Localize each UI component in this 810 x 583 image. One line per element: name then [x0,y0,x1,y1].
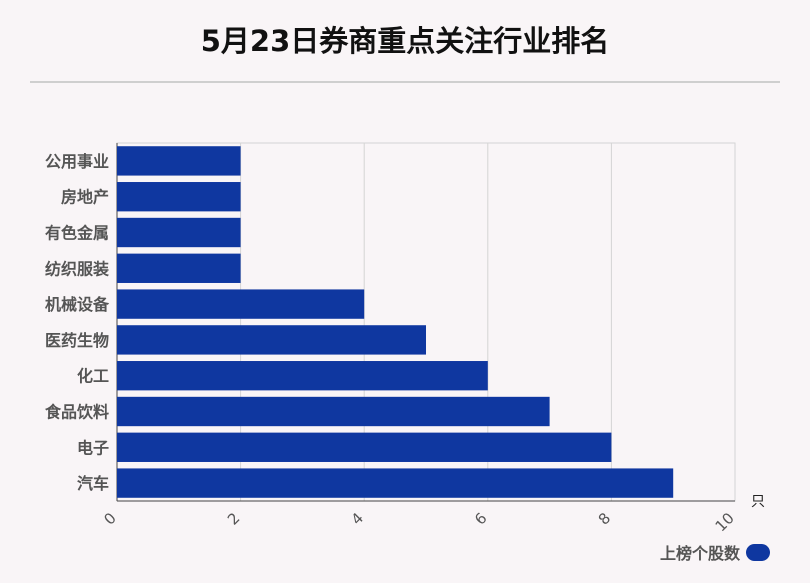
bar [117,325,426,355]
x-tick-label: 0 [100,509,119,528]
chart-title: 5月23日券商重点关注行业排名 [200,24,610,58]
bar [117,182,241,212]
x-unit-label: 只 [751,494,765,510]
bar [117,253,241,283]
category-label: 有色金属 [45,224,109,243]
bar [117,217,241,248]
x-tick-label: 6 [471,509,490,528]
x-tick-label: 2 [224,509,243,528]
category-label: 汽车 [77,474,109,493]
x-tick-label: 10 [712,509,738,535]
category-label: 化工 [77,367,109,386]
x-tick-label: 4 [348,509,367,528]
title-divider [30,81,780,83]
category-label: 机械设备 [45,295,110,314]
category-label: 房地产 [61,188,109,207]
x-tick-label: 8 [595,509,614,528]
category-label: 纺织服装 [45,259,109,278]
bar [117,146,241,176]
category-label: 公用事业 [45,152,109,171]
category-label: 医药生物 [45,331,109,350]
bar [117,468,674,498]
bar [117,432,612,462]
bar [117,396,550,427]
legend-label: 上榜个股数 [659,544,740,563]
category-label: 电子 [77,438,109,457]
bar [117,361,488,391]
legend-swatch [746,543,770,561]
bar [117,289,365,319]
category-label: 食品饮料 [44,403,109,422]
legend: 上榜个股数 [660,540,770,564]
